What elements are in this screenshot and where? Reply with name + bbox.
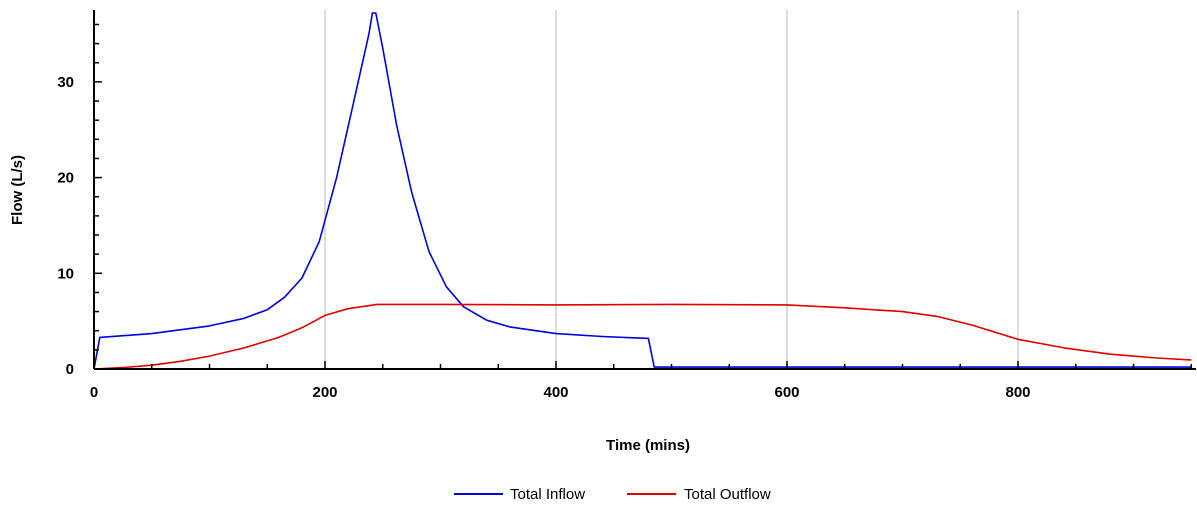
x-tick-label: 800 xyxy=(1005,384,1030,401)
x-tick-label: 200 xyxy=(312,384,337,401)
x-axis-ticks: 0 200 400 600 800 xyxy=(90,361,1192,401)
y-tick-label: 30 xyxy=(57,74,74,91)
legend-inflow-label: Total Inflow xyxy=(510,486,585,503)
y-axis-ticks: 0 10 20 30 xyxy=(57,23,102,378)
y-axis-title: Flow (L/s) xyxy=(9,155,26,225)
series-line-total-inflow xyxy=(94,12,1192,369)
grid-lines xyxy=(324,10,1019,369)
x-tick-label: 600 xyxy=(774,384,799,401)
x-axis-title: Time (mins) xyxy=(606,437,690,454)
series-group xyxy=(94,12,1192,369)
legend: Total Inflow Total Outflow xyxy=(454,486,771,503)
y-tick-label: 20 xyxy=(57,170,74,187)
y-tick-label: 0 xyxy=(66,361,74,378)
legend-outflow-label: Total Outflow xyxy=(684,486,771,503)
x-tick-label: 0 xyxy=(90,384,98,401)
y-tick-label: 10 xyxy=(57,265,74,282)
x-tick-label: 400 xyxy=(543,384,568,401)
series-line-total-outflow xyxy=(94,303,1192,369)
axes xyxy=(93,10,1196,370)
